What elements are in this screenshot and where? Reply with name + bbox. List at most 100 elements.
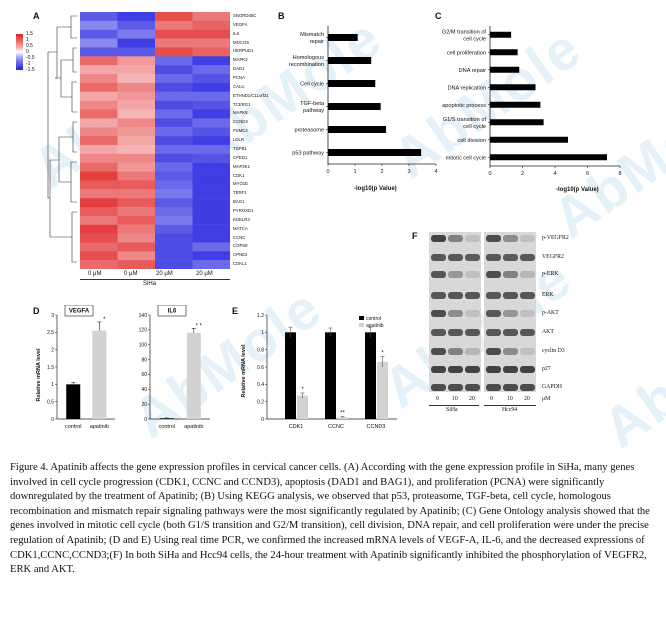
heatmap-cell — [117, 74, 156, 84]
heatmap-gene-label: PSMC2 — [233, 128, 248, 134]
panel-label-b: B — [278, 11, 285, 21]
heatmap-gene-label: MAPK8 — [233, 110, 248, 116]
blot-protein-label: ERK — [542, 291, 554, 298]
heatmap-col-label: 20 μM — [156, 271, 173, 277]
heatmap-cell — [155, 224, 193, 234]
blot-protein-label: p-AKT — [542, 309, 559, 316]
heatmap-cell — [192, 136, 230, 146]
heatmap-col-label: 0 μM — [124, 271, 138, 277]
heatmap-cell — [117, 206, 156, 217]
heatmap-cell — [192, 91, 230, 101]
heatmap-cell — [192, 65, 230, 75]
heatmap-gene-label: KDELR3 — [233, 216, 250, 222]
y-tick-label: 60 — [141, 372, 147, 378]
bar — [490, 154, 607, 161]
blot-protein-label: GAPDH — [542, 383, 562, 390]
heatmap-gene-label: CPNE2 — [233, 252, 248, 258]
category-label: cell division — [457, 138, 486, 144]
heatmap-cell — [117, 224, 156, 234]
heatmap-cell — [117, 171, 156, 181]
heatmap-cell — [117, 136, 156, 146]
category-label: Cell cycle — [300, 82, 324, 88]
heatmap-cell — [117, 153, 156, 163]
bar — [490, 136, 568, 143]
blot-band — [503, 271, 518, 278]
x-category-label: CCND3 — [367, 424, 386, 430]
heatmap-cell — [155, 100, 193, 110]
category-label: mitotic cell cycle — [446, 155, 486, 161]
heatmap-gene-label: LDLR — [233, 137, 244, 143]
x-tick-label: 3 — [407, 169, 410, 175]
blot-band — [448, 348, 463, 355]
heatmap-cell — [155, 260, 193, 269]
bar — [490, 119, 544, 126]
kegg-xlabel: -log10(p Value) — [354, 186, 397, 192]
heatmap-cell — [155, 189, 193, 199]
heatmap-gene-label: BAG1 — [233, 199, 245, 205]
heatmap-cell — [117, 260, 156, 269]
x-tick-label: 6 — [586, 171, 589, 177]
heatmap-cell — [117, 65, 156, 75]
il6-title-box — [157, 305, 187, 317]
heatmap-cell — [80, 29, 118, 39]
scale-tick: 0 — [26, 49, 29, 55]
y-tick-label: 140 — [139, 313, 148, 319]
heatmap-cell — [80, 12, 118, 22]
blot-band — [448, 292, 463, 299]
y-tick-label: 0.5 — [47, 399, 54, 405]
blot-band — [486, 254, 501, 261]
blot-band — [486, 366, 501, 373]
heatmap-gene-label: TCERG1 — [233, 101, 251, 107]
heatmap-cell — [117, 38, 156, 48]
blot-band — [503, 366, 518, 373]
heatmap-cell — [155, 12, 193, 22]
bar — [66, 384, 81, 419]
heatmap-cell — [192, 74, 230, 84]
blot-dose-label: 20 — [524, 396, 530, 402]
heatmap-cell — [155, 206, 193, 217]
y-tick-label: 40 — [141, 387, 147, 393]
y-tick-label: 80 — [141, 357, 147, 363]
blot-protein-label: p-ERK — [542, 270, 559, 277]
blot-band — [503, 254, 518, 261]
x-category-label: CCNC — [328, 424, 344, 430]
x-category-label: CDK1 — [289, 424, 304, 430]
heatmap-cell — [80, 91, 118, 101]
heatmap-cell — [117, 251, 156, 261]
mrna-e-chart: Relative mRNA level 0 0.2 0.4 0.6 0.8 1 1.2 * CDK… — [241, 313, 397, 430]
heatmap-cell — [192, 47, 230, 57]
heatmap-cell — [192, 224, 230, 234]
blot-band — [520, 292, 535, 299]
d-ylabel: Relative mRNA level — [36, 348, 42, 401]
y-tick-label: 2.5 — [47, 330, 54, 336]
y-tick-label: 2 — [51, 347, 54, 353]
figure-caption: Figure 4. Apatinib affects the gene expr… — [10, 462, 650, 576]
scale-tick: -1 — [26, 61, 31, 67]
heatmap-cell — [155, 47, 193, 57]
x-tick-label: 2 — [380, 169, 383, 175]
heatmap-cell — [80, 162, 118, 172]
blot-band — [465, 310, 480, 317]
heatmap-cell — [117, 162, 156, 172]
significance-star: * — [381, 351, 384, 357]
y-tick-label: 1 — [261, 330, 264, 336]
heatmap-cell — [192, 162, 230, 172]
blot-band — [431, 271, 446, 278]
heatmap-gene-label: MOCOS — [233, 39, 250, 45]
heatmap-cell — [155, 56, 193, 66]
heatmap-group-label: SiHa — [143, 281, 157, 287]
significance-star: ** — [340, 410, 345, 416]
heatmap-cell — [155, 198, 193, 208]
heatmap-cell — [155, 91, 193, 101]
heatmap-cell — [80, 118, 118, 128]
heatmap-cell — [117, 29, 156, 39]
heatmap-cell — [117, 198, 156, 208]
bar — [490, 101, 541, 108]
heatmap-cell — [192, 171, 230, 181]
blot-band — [431, 235, 446, 242]
heatmap-gene-label: COPS8 — [233, 243, 248, 249]
heatmap-cell — [80, 109, 118, 119]
heatmap-gene-label: PYROXD1 — [233, 207, 254, 213]
heatmap-gene-label: PCNA — [233, 75, 245, 81]
heatmap-cell — [117, 82, 156, 92]
